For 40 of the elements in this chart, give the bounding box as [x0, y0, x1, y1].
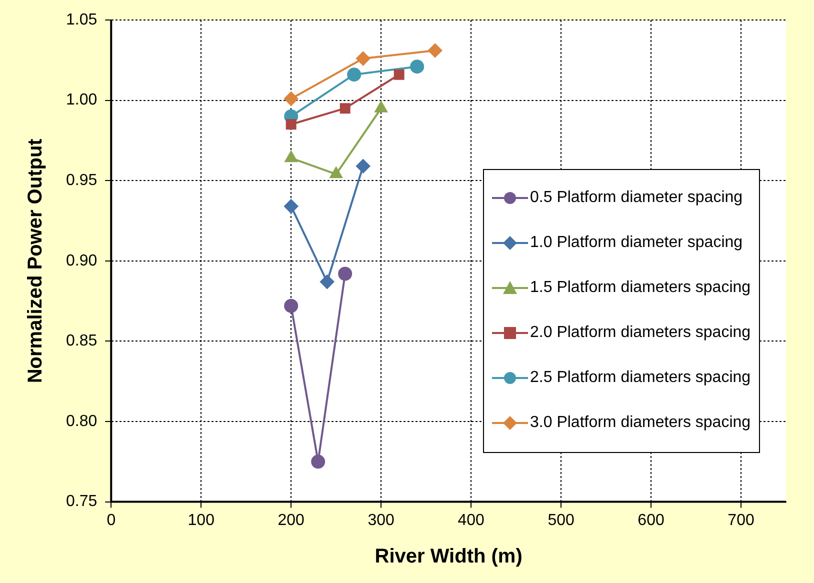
x-tick-label: 0	[106, 512, 116, 529]
legend-label: 3.0 Platform diameters spacing	[530, 414, 751, 432]
x-tick-label: 700	[728, 512, 754, 529]
point	[330, 167, 342, 178]
point	[311, 454, 326, 469]
point	[284, 199, 298, 214]
legend-label: 2.5 Platform diameters spacing	[530, 369, 751, 388]
y-tick-label: 0.80	[66, 412, 98, 430]
x-tick-label: 200	[278, 512, 305, 529]
point	[284, 92, 298, 106]
point	[356, 52, 370, 66]
point	[320, 274, 334, 289]
x-tick-label: 400	[458, 512, 485, 529]
point	[394, 69, 404, 80]
point	[286, 119, 296, 130]
point	[356, 159, 370, 174]
point	[374, 101, 388, 112]
point	[338, 266, 352, 281]
point	[284, 298, 298, 313]
point	[284, 151, 298, 162]
point	[347, 68, 362, 82]
x-axis-title: River Width (m)	[374, 546, 522, 568]
point	[340, 103, 350, 114]
legend-label: 2.0 Platform diameters spacing	[530, 324, 751, 342]
legend-label: 1.0 Platform diameter spacing	[530, 234, 743, 252]
y-tick-label: 1.00	[66, 92, 98, 109]
point	[410, 60, 424, 74]
y-tick-label: 0.75	[66, 493, 98, 510]
point	[428, 44, 442, 58]
legend-label: 0.5 Platform diameter spacing	[530, 189, 743, 208]
y-tick-label: 1.05	[66, 11, 98, 28]
y-axis-title: Normalized Power Output	[24, 138, 47, 384]
y-tick-label: 0.95	[66, 172, 98, 190]
x-tick-label: 500	[548, 512, 574, 529]
legend-label: 1.5 Platform diameters spacing	[530, 279, 751, 298]
y-tick-label: 0.90	[66, 252, 98, 270]
x-tick-label: 100	[188, 512, 215, 529]
y-tick-label: 0.85	[66, 332, 98, 350]
x-tick-label: 600	[638, 512, 664, 529]
x-tick-label: 300	[368, 512, 395, 529]
